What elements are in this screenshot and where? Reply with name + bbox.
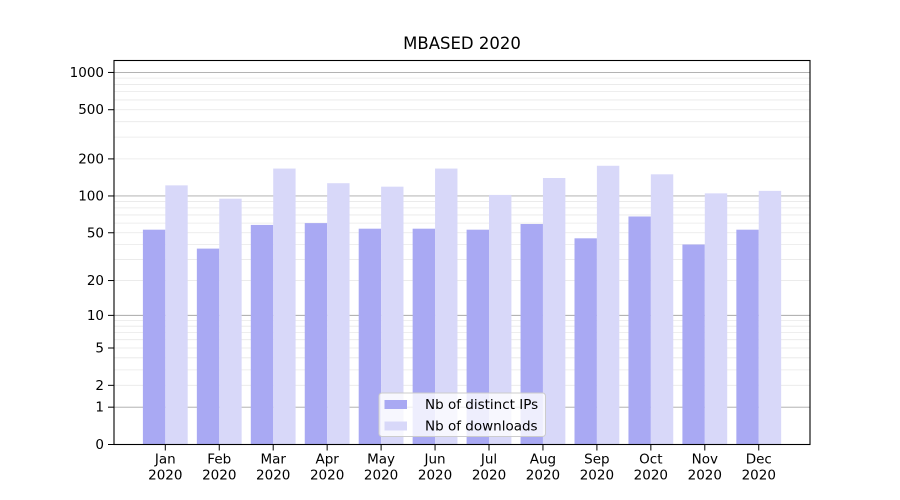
legend-frame [378,392,546,437]
x-tick-label-year: 2020 [526,468,560,484]
x-tick-label-month: Dec [746,452,772,468]
y-tick-label: 2 [95,378,104,394]
y-tick-label: 100 [78,188,104,204]
x-tick-label-month: Sep [584,452,609,468]
bar-downloads-apr [327,183,350,445]
legend-label: Nb of downloads [425,419,538,435]
x-tick-label-year: 2020 [634,468,668,484]
bar-distinct-ips-feb [196,248,220,445]
bar-downloads-jul [489,194,512,445]
bar-downloads-may [381,186,404,445]
x-tick-label-year: 2020 [472,468,506,484]
x-tick-label-month: Feb [207,452,231,468]
bar-downloads-mar [273,168,296,445]
x-tick-label-year: 2020 [418,468,452,484]
x-tick-label-year: 2020 [202,468,236,484]
y-tick-label: 1 [95,400,104,416]
x-tick-label-month: Oct [639,452,662,468]
bar-distinct-ips-may [358,228,382,445]
bar-distinct-ips-nov [682,244,705,445]
bar-downloads-oct [650,174,674,445]
x-tick-label-year: 2020 [256,468,290,484]
x-tick-label-year: 2020 [148,468,182,484]
y-tick-label: 0 [95,437,104,453]
y-tick-label: 5 [95,341,104,357]
x-tick-label-month: May [367,452,395,468]
legend-box: Nb of distinct IPs Nb of downloads [378,392,546,437]
x-tick-label-month: Mar [260,452,286,468]
bar-downloads-aug [542,177,566,445]
bar-distinct-ips-apr [304,223,328,445]
axes-spines [113,59,811,446]
y-tick-label: 20 [87,273,104,289]
bar-distinct-ips-oct [628,216,651,445]
x-tick-label-year: 2020 [364,468,398,484]
x-tick-label-month: Jun [424,452,446,468]
bar-distinct-ips-sep [574,238,597,445]
bar-downloads-sep [596,165,620,445]
bar-downloads-feb [219,198,242,445]
legend-label: Nb of distinct IPs [425,397,538,413]
bar-downloads-dec [758,190,782,445]
x-tick-label-month: Nov [692,452,718,468]
axis-ticks [108,71,760,451]
x-tick-label-year: 2020 [688,468,722,484]
y-tick-label: 200 [78,151,104,167]
x-tick-label-year: 2020 [580,468,614,484]
bar-distinct-ips-jan [142,229,166,445]
bar-downloads-jan [165,185,188,445]
bar-distinct-ips-mar [250,224,274,445]
axis-labels: 01251020501002005001000Jan2020Feb2020Mar… [70,65,776,484]
x-tick-label-month: Jan [154,452,176,468]
y-tick-label: 10 [87,308,104,324]
x-tick-label-year: 2020 [742,468,776,484]
plot-border [113,59,811,446]
chart-title: MBASED 2020 [403,34,521,53]
bar-downloads-nov [704,193,728,445]
bar-distinct-ips-jul [466,229,489,445]
x-tick-label-year: 2020 [310,468,344,484]
x-tick-label-month: Aug [530,452,556,468]
bar-distinct-ips-dec [736,229,759,445]
bar-distinct-ips-aug [520,224,543,445]
y-tick-label: 50 [87,225,104,241]
x-tick-label-month: Jul [480,452,497,468]
bar-downloads-jun [435,168,458,445]
x-tick-label-month: Apr [315,452,339,468]
bar-distinct-ips-jun [412,228,436,445]
legend-swatch-downloads [384,421,407,431]
y-tick-label: 500 [78,102,104,118]
bars-layer [142,165,782,445]
y-tick-label: 1000 [70,65,104,81]
legend-swatch-distinct-ips [384,400,407,409]
